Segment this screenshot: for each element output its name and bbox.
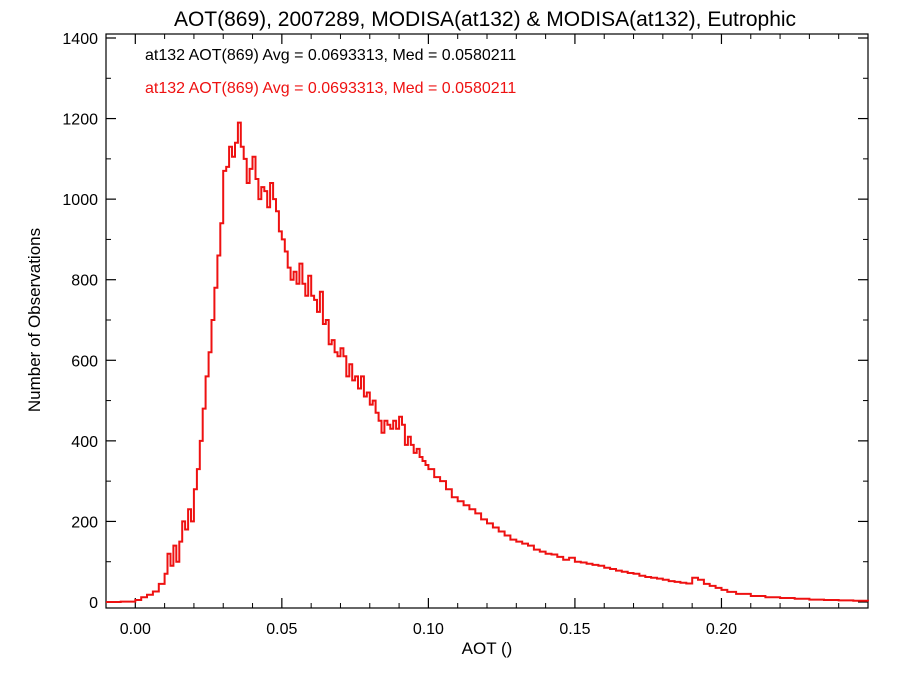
y-tick-label: 1400	[62, 31, 98, 48]
y-tick-label: 1000	[62, 192, 98, 209]
y-axis: 0 200 400 600 800 1000 1200 1400	[62, 31, 868, 612]
x-tick-label: 0.10	[413, 621, 444, 638]
y-tick-label: 800	[71, 273, 98, 290]
x-axis-label: AOT ()	[462, 639, 513, 658]
stats-annotation-black: at132 AOT(869) Avg = 0.0693313, Med = 0.…	[145, 47, 516, 64]
y-tick-label: 0	[89, 595, 98, 612]
y-tick-label: 1200	[62, 112, 98, 129]
x-tick-label: 0.05	[266, 621, 297, 638]
histogram-line	[106, 121, 869, 603]
y-tick-label: 400	[71, 434, 98, 451]
y-axis-label: Number of Observations	[25, 228, 44, 412]
x-tick-label: 0.00	[120, 621, 151, 638]
stats-annotation-red: at132 AOT(869) Avg = 0.0693313, Med = 0.…	[145, 80, 516, 97]
x-tick-label: 0.15	[559, 621, 590, 638]
chart-title: AOT(869), 2007289, MODISA(at132) & MODIS…	[174, 8, 796, 31]
x-tick-label: 0.20	[706, 621, 737, 638]
plot-area: 0.00 0.05 0.10 0.15 0.20 0 200 400 600 800 1000 12…	[62, 31, 869, 638]
y-tick-label: 600	[71, 353, 98, 370]
x-axis: 0.00 0.05 0.10 0.15 0.20	[120, 34, 840, 638]
y-tick-label: 200	[71, 514, 98, 531]
